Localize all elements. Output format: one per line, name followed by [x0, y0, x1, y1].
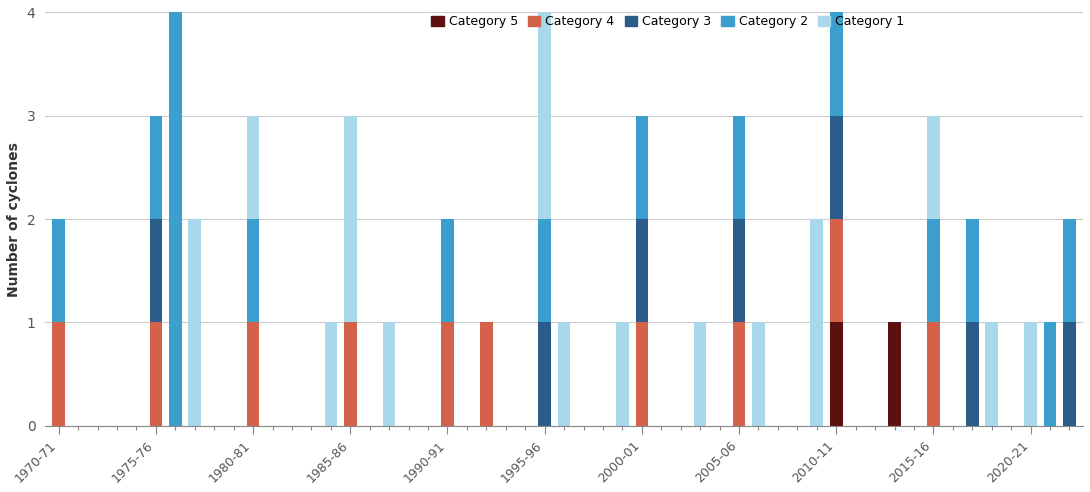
Bar [985, 322, 998, 426]
Legend: Category 5, Category 4, Category 3, Category 2, Category 1: Category 5, Category 4, Category 3, Cate… [426, 10, 909, 33]
Bar [538, 322, 550, 426]
Bar [441, 322, 453, 426]
Bar [635, 116, 649, 219]
Bar [169, 12, 182, 426]
Bar [189, 219, 201, 426]
Bar [149, 322, 162, 426]
Bar [829, 322, 843, 426]
Bar [635, 219, 649, 322]
Bar [1025, 322, 1037, 426]
Bar [538, 219, 550, 322]
Bar [811, 219, 823, 426]
Bar [829, 116, 843, 219]
Bar [1044, 322, 1056, 426]
Bar [344, 116, 356, 322]
Bar [246, 219, 259, 322]
Bar [149, 116, 162, 219]
Bar [52, 219, 65, 322]
Bar [694, 322, 706, 426]
Bar [616, 322, 629, 426]
Bar [888, 322, 900, 426]
Bar [480, 322, 493, 426]
Bar [732, 322, 746, 426]
Bar [732, 116, 746, 219]
Bar [538, 12, 550, 219]
Bar [441, 219, 453, 322]
Bar [732, 219, 746, 322]
Bar [325, 322, 337, 426]
Bar [966, 219, 979, 322]
Bar [383, 322, 396, 426]
Bar [1063, 219, 1076, 322]
Bar [344, 322, 356, 426]
Bar [928, 219, 940, 322]
Bar [829, 0, 843, 12]
Bar [829, 12, 843, 116]
Bar [246, 322, 259, 426]
Bar [635, 322, 649, 426]
Bar [928, 116, 940, 219]
Bar [1063, 322, 1076, 426]
Bar [558, 322, 570, 426]
Bar [928, 322, 940, 426]
Y-axis label: Number of cyclones: Number of cyclones [7, 142, 21, 297]
Bar [829, 219, 843, 322]
Bar [966, 322, 979, 426]
Bar [752, 322, 765, 426]
Bar [149, 219, 162, 322]
Bar [52, 322, 65, 426]
Bar [246, 116, 259, 219]
